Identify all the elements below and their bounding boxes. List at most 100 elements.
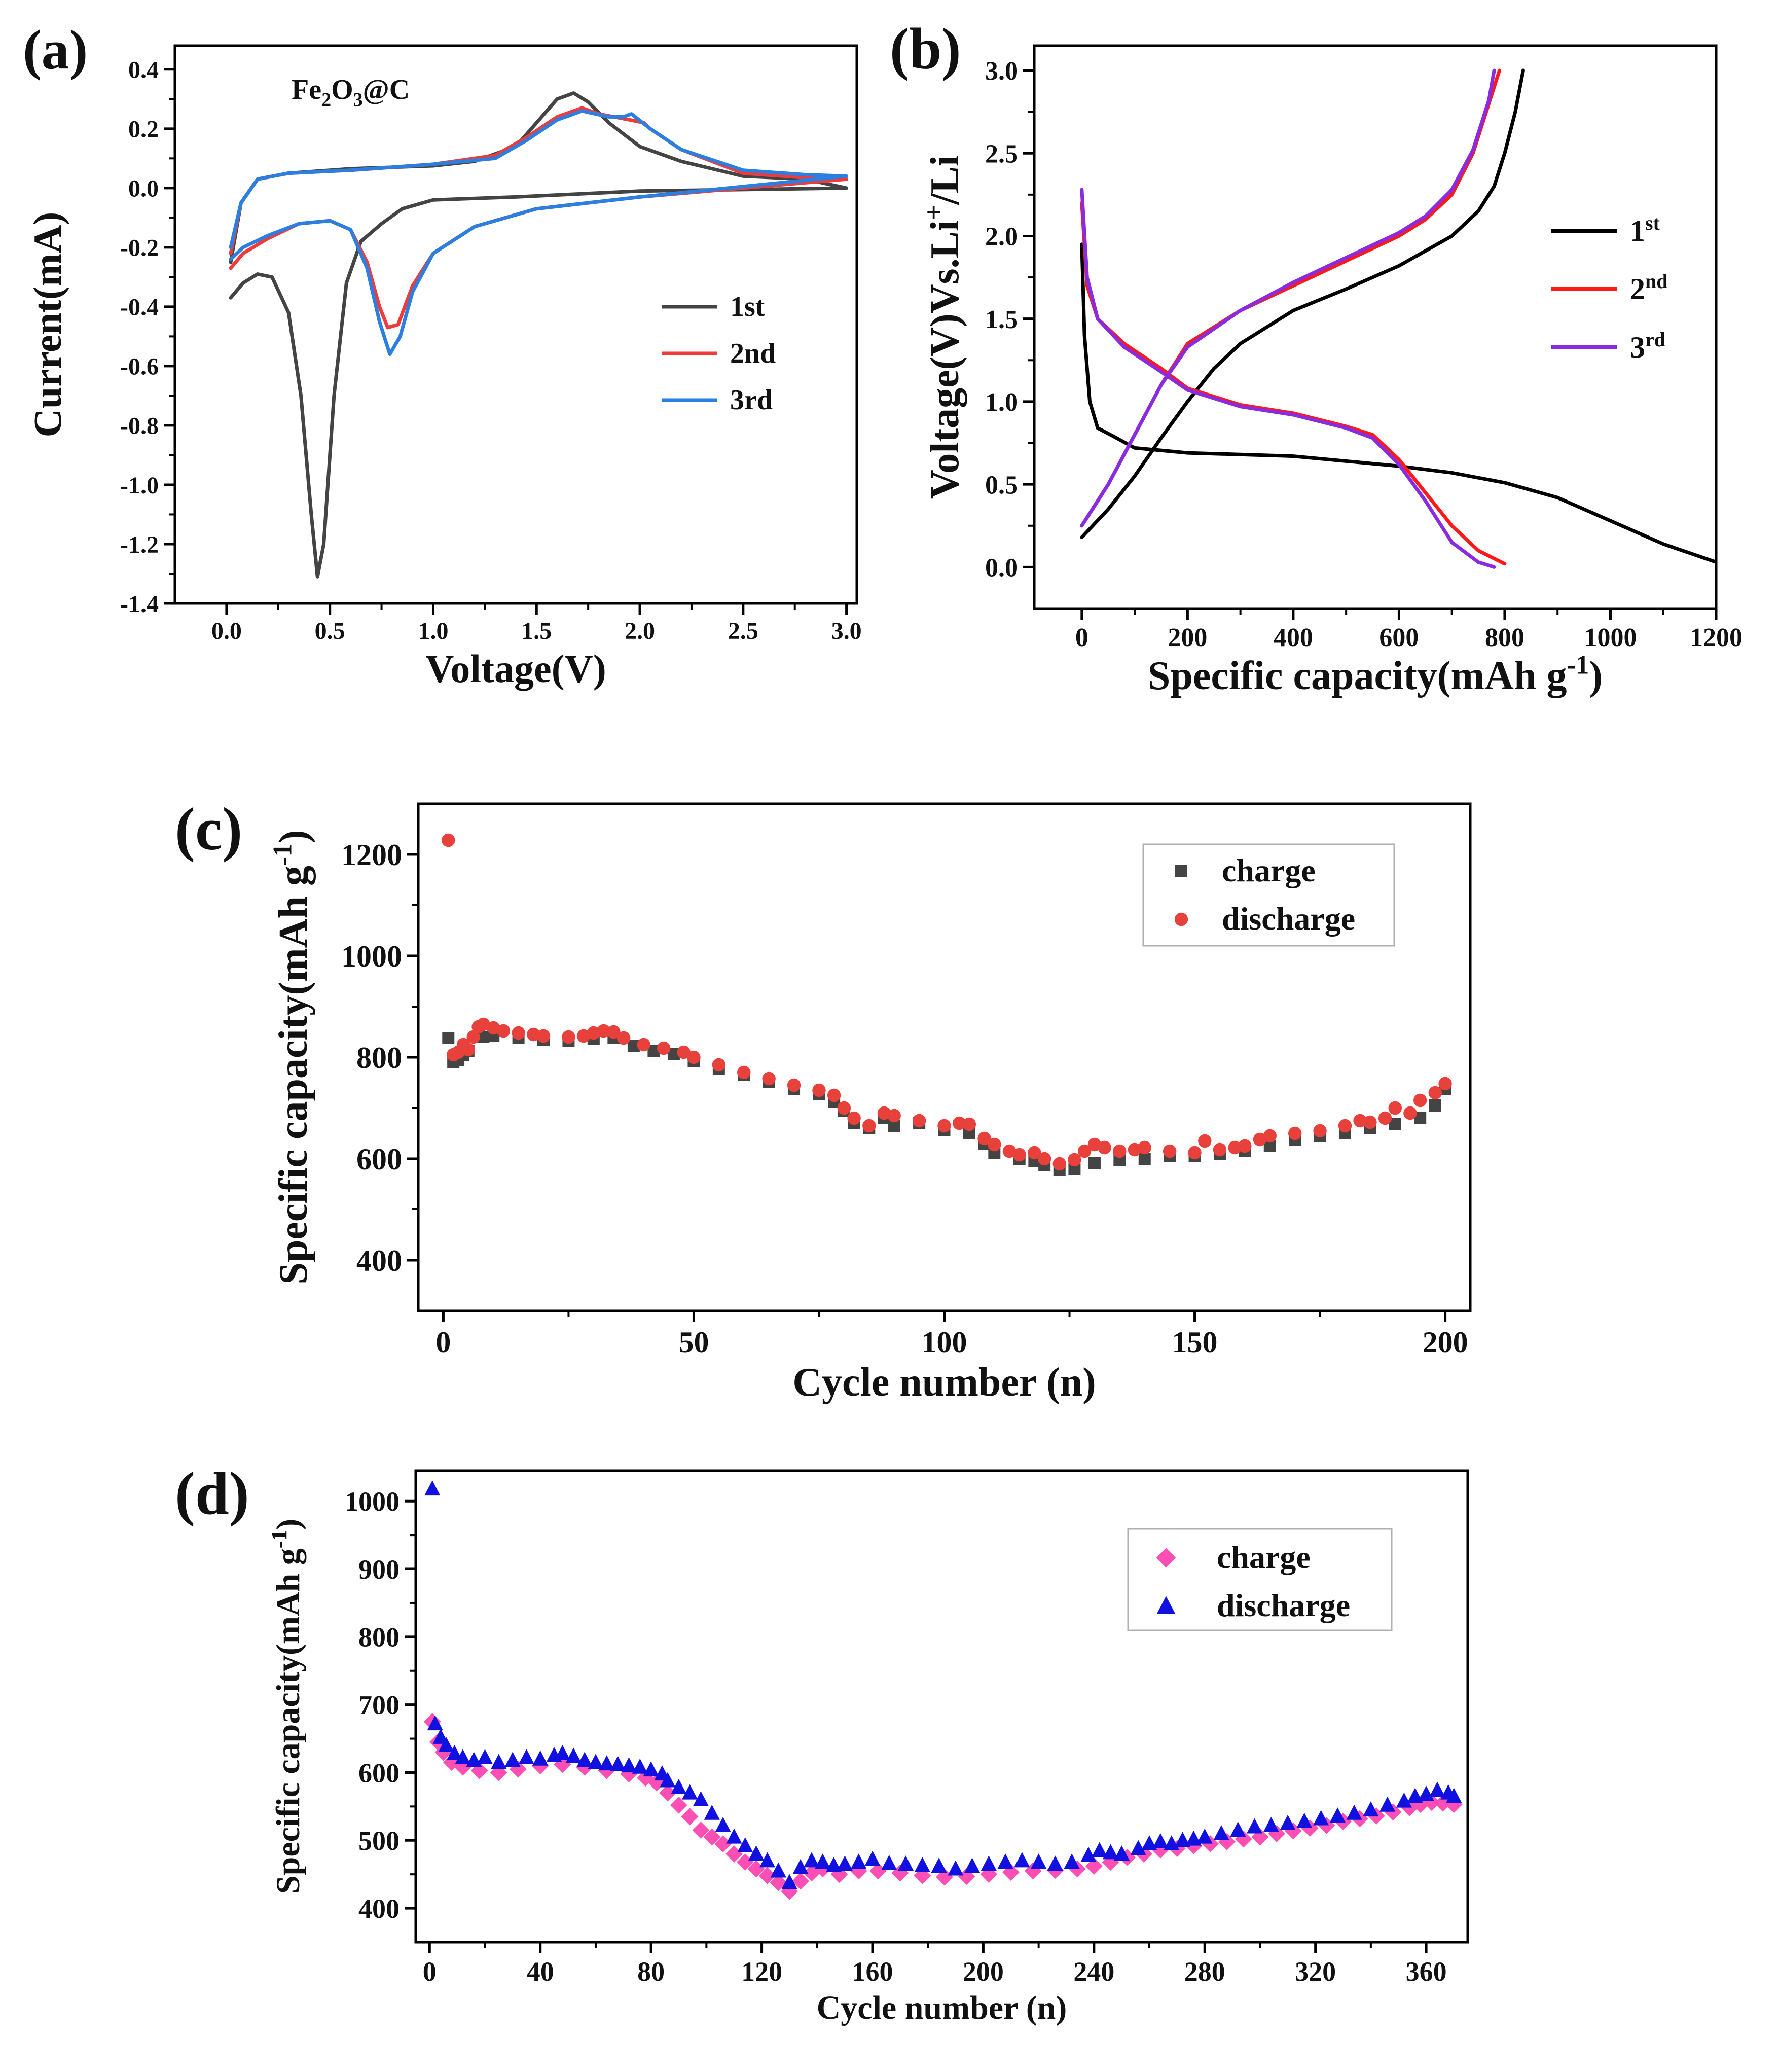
y-tick-label: -0.6 xyxy=(120,353,159,380)
data-point-charge xyxy=(770,1874,787,1891)
data-point-discharge xyxy=(1188,1146,1202,1160)
data-point-discharge xyxy=(1113,1144,1127,1158)
data-point-discharge xyxy=(621,1757,637,1773)
data-point-discharge xyxy=(637,1038,650,1052)
data-point-discharge xyxy=(781,1874,797,1889)
y-tick-label: 0.2 xyxy=(128,116,159,143)
data-point-discharge xyxy=(847,1111,861,1125)
data-point-charge xyxy=(869,1862,887,1880)
data-point-discharge xyxy=(948,1860,964,1876)
annotation-subscript: 3 xyxy=(353,89,363,111)
data-point-discharge xyxy=(1098,1140,1111,1155)
x-tick-label: 2.0 xyxy=(625,618,655,645)
data-point-charge xyxy=(703,1828,721,1846)
y-tick-label: 900 xyxy=(358,1554,400,1585)
x-axis-label: Specific capacity(mAh g-1) xyxy=(1148,651,1603,698)
data-point-discharge xyxy=(1403,1106,1417,1120)
data-point-discharge xyxy=(677,1045,691,1059)
data-point-discharge xyxy=(1196,1828,1213,1844)
legend-label-number: 1 xyxy=(1630,214,1645,247)
x-tick-label: 280 xyxy=(1184,1956,1225,1987)
data-point-discharge xyxy=(804,1852,820,1868)
y-tick-label: 2.0 xyxy=(985,223,1018,252)
data-point-discharge xyxy=(770,1862,786,1878)
data-point-charge xyxy=(781,1882,798,1900)
data-point-charge xyxy=(936,1868,953,1886)
x-tick-label: 0 xyxy=(1075,623,1088,652)
sample-annotation: Fe2O3@C xyxy=(292,74,410,111)
y-axis-label-tail: ) xyxy=(270,1519,307,1530)
data-point-charge xyxy=(747,1860,765,1878)
data-point-discharge xyxy=(1378,1111,1392,1125)
data-point-discharge xyxy=(496,1024,511,1038)
data-point-discharge xyxy=(881,1854,897,1870)
data-layer xyxy=(229,91,849,579)
x-tick-label: 160 xyxy=(852,1956,893,1987)
legend-label: discharge xyxy=(1222,901,1355,937)
y-axis-label: Current(mA) xyxy=(25,212,69,438)
data-point-discharge xyxy=(427,1715,443,1731)
data-point-discharge xyxy=(812,1083,826,1097)
data-point-discharge xyxy=(442,833,455,847)
x-tick-label: 1.0 xyxy=(418,618,448,645)
y-axis-label-tail: /Li xyxy=(923,155,967,205)
data-point-discharge xyxy=(887,1109,901,1123)
data-point-discharge xyxy=(827,1088,841,1102)
data-point-discharge xyxy=(446,1745,463,1760)
data-point-discharge xyxy=(1198,1134,1212,1148)
data-point-discharge xyxy=(1037,1152,1051,1166)
x-axis-label: Cycle number (n) xyxy=(817,1989,1067,2026)
data-point-discharge xyxy=(632,1758,648,1774)
data-point-discharge xyxy=(937,1119,951,1133)
legend-label: 1st xyxy=(730,291,765,323)
data-point-discharge xyxy=(1329,1807,1346,1823)
data-point-discharge xyxy=(1280,1814,1296,1830)
legend-label: 3rd xyxy=(1630,328,1665,364)
y-tick-label: -0.8 xyxy=(120,413,159,440)
data-layer xyxy=(442,833,1452,1176)
y-tick-label: 1000 xyxy=(345,1486,400,1517)
legend-label: charge xyxy=(1222,852,1316,888)
data-point-discharge xyxy=(712,1058,726,1072)
data-point-discharge xyxy=(1102,1844,1119,1860)
data-point-discharge xyxy=(681,1784,698,1800)
data-point-discharge xyxy=(1438,1077,1452,1091)
data-point-charge xyxy=(692,1821,710,1839)
data-point-charge xyxy=(576,1758,593,1776)
x-axis-label-tail: ) xyxy=(1589,654,1603,698)
data-point-discharge xyxy=(1092,1842,1108,1857)
data-point-charge xyxy=(648,1774,665,1792)
y-axis-label: Specific capacity(mAh g-1) xyxy=(267,1519,307,1894)
plot-frame xyxy=(1033,44,1718,610)
data-point-discharge xyxy=(1141,1835,1157,1850)
data-point-discharge xyxy=(1238,1139,1252,1153)
data-point-discharge xyxy=(693,1791,709,1806)
data-point-discharge xyxy=(715,1816,731,1832)
legend-label-superscript: rd xyxy=(1645,328,1665,351)
panel-label: (b) xyxy=(890,17,961,81)
data-point-discharge xyxy=(897,1855,914,1871)
data-point-discharge xyxy=(1288,1126,1302,1140)
x-tick-label: 1.5 xyxy=(521,618,552,645)
data-point-discharge xyxy=(759,1852,776,1868)
data-point-discharge xyxy=(1263,1816,1279,1832)
data-point-charge xyxy=(1318,1816,1335,1834)
data-point-discharge xyxy=(862,1119,876,1133)
x-tick-label: 0.0 xyxy=(211,618,242,645)
data-point-charge xyxy=(531,1757,549,1774)
y-tick-label: 700 xyxy=(358,1690,400,1721)
x-tick-label: 0.5 xyxy=(315,618,345,645)
x-tick-label: 3.0 xyxy=(831,618,862,645)
y-tick-label: 2.5 xyxy=(985,139,1018,168)
legend-marker xyxy=(1175,865,1187,877)
panel-b-charge-discharge-profiles: 0 200 400 600 800 1000 1200 0.0 0.5 1.0 1.5 2.0 2.5 3… xyxy=(890,17,1742,698)
data-point-discharge xyxy=(1130,1840,1146,1855)
x-tick-label: 1000 xyxy=(1584,623,1637,652)
legend-marker xyxy=(1174,912,1188,926)
data-point-discharge xyxy=(1428,1086,1442,1100)
data-point-discharge xyxy=(1446,1788,1462,1803)
data-point-charge xyxy=(1285,1822,1302,1840)
data-point-discharge xyxy=(1138,1140,1151,1155)
panel-a-cyclic-voltammetry: 0.0 0.5 1.0 1.5 2.0 2.5 3.0 0.4 0.2 0.0 -0.2 -0.4 -0… xyxy=(23,19,862,691)
data-point-discharge xyxy=(1338,1119,1352,1133)
